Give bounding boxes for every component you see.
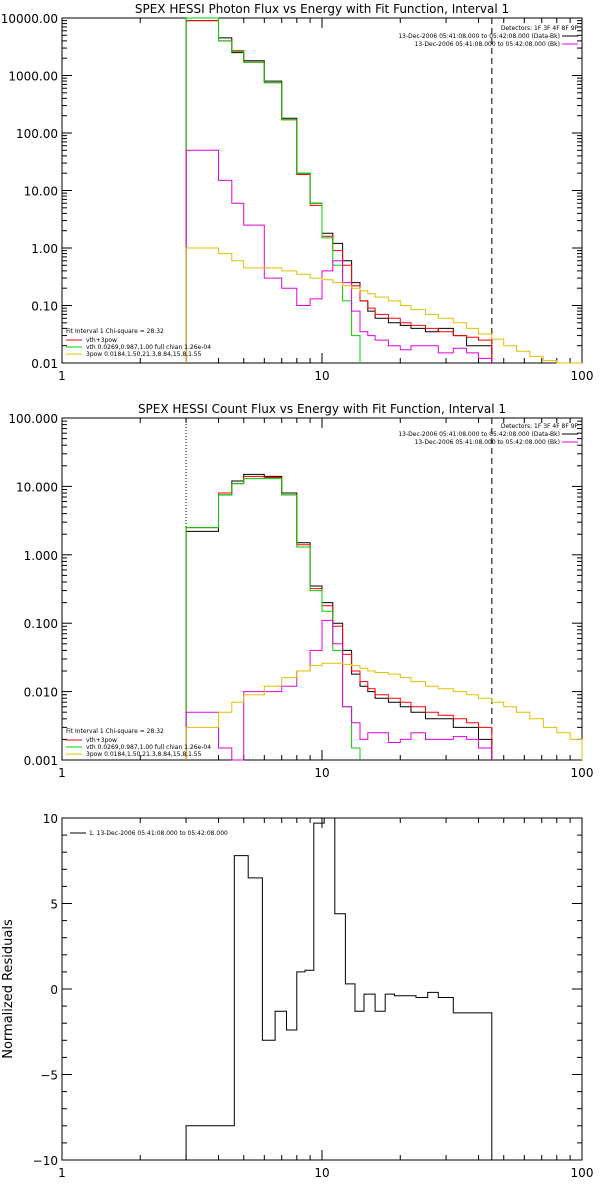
count-flux-x-tick-label: 10 — [314, 766, 329, 780]
residuals-x-tick-label: 10 — [314, 1166, 329, 1180]
residuals-x-tick-label: 100 — [571, 1166, 594, 1180]
count-flux-fit-info: Fit Interval 1 Chi-square = 28.32 — [66, 728, 164, 735]
count-flux-series-vth-3pow — [185, 475, 493, 760]
photon-flux-plot-frame — [61, 17, 583, 364]
residuals-panel: Normalized Residuals 1 10 100 10 5 0 −5 −10 1. … — [1, 812, 593, 1180]
count-flux-ticks: 1 10 100 100.000 10.000 1.000 0.100 0.010 0.001 — [8, 412, 593, 780]
count-flux-y-tick-label: 10.000 — [16, 480, 58, 494]
photon-flux-y-tick-label: 1.00 — [31, 242, 58, 256]
photon-flux-ticks: 1 10 100 10000.00 1000.00 100.00 10.00 1.00 0.10… — [1, 12, 594, 383]
count-flux-series-data-bk — [185, 473, 493, 760]
count-flux-y-tick-label: 0.010 — [24, 686, 58, 700]
residuals-series — [185, 817, 493, 1160]
photon-flux-panel: SPEX HESSI Photon Flux vs Energy with Fi… — [1, 2, 594, 383]
photon-flux-interval-bk: 13-Dec-2006 05:41:08.000 to 05:42:08.000… — [415, 41, 560, 48]
photon-flux-series-vth — [185, 17, 361, 363]
photon-flux-series-bk — [185, 149, 493, 363]
photon-flux-series-3pow — [185, 247, 582, 364]
photon-flux-y-tick-label: 1000.00 — [8, 70, 58, 84]
photon-flux-fit-info: Fit Interval 1 Chi-square = 28.32 — [66, 328, 164, 335]
residuals-y-tick-label: −10 — [33, 1154, 58, 1168]
photon-flux-info-top: Detectors: 1F 3F 4F 8F 9F 13-Dec-2006 05… — [398, 25, 578, 48]
count-flux-x-tick-label: 1 — [58, 766, 66, 780]
photon-flux-title: SPEX HESSI Photon Flux vs Energy with Fi… — [135, 2, 509, 16]
residuals-y-tick-label: 0 — [50, 983, 58, 997]
residuals-ticks: 1 10 100 10 5 0 −5 −10 — [33, 812, 594, 1180]
photon-flux-y-tick-label: 0.10 — [31, 300, 58, 314]
count-flux-series — [185, 473, 583, 761]
count-flux-series-bk — [185, 619, 493, 761]
residuals-y-tick-label: 10 — [43, 812, 58, 826]
residuals-legend: 1. 13-Dec-2006 05:41:08.000 to 05:42:08.… — [70, 830, 228, 837]
legend-label-3pow: 3pow 0.0184,1.50,21.3,8.84,15.8,1.55 — [86, 751, 202, 758]
photon-flux-info-bottom: Fit Interval 1 Chi-square = 28.32 vth+3p… — [66, 328, 211, 358]
photon-flux-y-tick-label: 100.00 — [16, 127, 58, 141]
residuals-plot-frame — [61, 817, 583, 1161]
count-flux-panel: SPEX HESSI Count Flux vs Energy with Fit… — [8, 402, 593, 780]
residuals-legend-label: 1. 13-Dec-2006 05:41:08.000 to 05:42:08.… — [89, 830, 228, 837]
count-flux-interval-bk: 13-Dec-2006 05:41:08.000 to 05:42:08.000… — [415, 439, 560, 446]
count-flux-y-tick-label: 0.001 — [24, 754, 58, 768]
photon-flux-x-tick-label: 10 — [314, 369, 329, 383]
count-flux-title: SPEX HESSI Count Flux vs Energy with Fit… — [138, 402, 506, 416]
count-flux-interval-data: 13-Dec-2006 05:41:08.000 to 05:42:08.000… — [398, 431, 560, 438]
photon-flux-detectors: Detectors: 1F 3F 4F 8F 9F — [501, 25, 579, 32]
photon-flux-series — [185, 17, 582, 364]
residuals-series-residuals — [185, 817, 493, 1160]
photon-flux-y-tick-label: 10000.00 — [1, 12, 58, 26]
legend-label-vth: vth 0.0269,0.987,1.00 full chian 1.26e-0… — [86, 344, 211, 351]
legend-label-vth3pow: vth+3pow — [86, 337, 117, 344]
residuals-y-tick-label: 5 — [50, 898, 58, 912]
legend-label-vth: vth 0.0269,0.987,1.00 full chian 1.26e-0… — [86, 744, 211, 751]
photon-flux-interval-data: 13-Dec-2006 05:41:08.000 to 05:42:08.000… — [398, 33, 560, 40]
photon-flux-y-tick-label: 10.00 — [24, 185, 58, 199]
count-flux-x-tick-label: 100 — [571, 766, 594, 780]
count-flux-y-tick-label: 1.000 — [24, 549, 58, 563]
count-flux-info-top: Detectors: 1F 3F 4F 8F 9F 13-Dec-2006 05… — [398, 423, 578, 446]
count-flux-series-3pow — [185, 662, 583, 760]
photon-flux-x-tick-label: 1 — [58, 369, 66, 383]
photon-flux-x-tick-label: 100 — [571, 369, 594, 383]
photon-flux-y-tick-label: 0.01 — [31, 357, 58, 371]
legend-label-3pow: 3pow 0.0184,1.50,21.3,8.84,15.8,1.55 — [86, 351, 202, 358]
count-flux-info-bottom: Fit Interval 1 Chi-square = 28.32 vth+3p… — [66, 728, 211, 758]
legend-label-vth3pow: vth+3pow — [86, 737, 117, 744]
residuals-y-tick-label: −5 — [40, 1069, 58, 1083]
count-flux-y-tick-label: 0.100 — [24, 617, 58, 631]
residuals-x-tick-label: 1 — [58, 1166, 66, 1180]
count-flux-detectors: Detectors: 1F 3F 4F 8F 9F — [501, 423, 579, 430]
count-flux-y-tick-label: 100.000 — [8, 412, 58, 426]
residuals-y-axis-label: Normalized Residuals — [1, 919, 16, 1059]
count-flux-series-vth — [185, 478, 361, 760]
